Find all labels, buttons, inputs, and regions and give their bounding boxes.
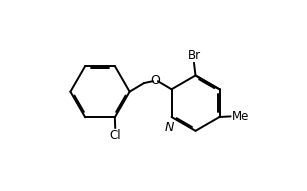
Text: Me: Me <box>232 110 250 123</box>
Text: N: N <box>165 121 174 134</box>
Text: O: O <box>150 74 160 87</box>
Text: Cl: Cl <box>109 129 121 142</box>
Text: Br: Br <box>188 49 200 62</box>
